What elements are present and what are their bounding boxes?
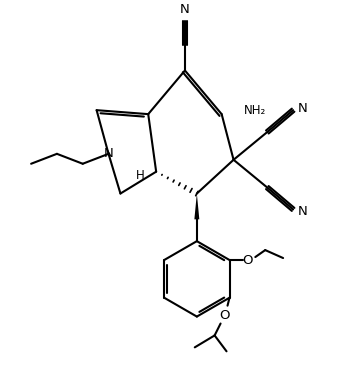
Text: NH₂: NH₂ (244, 103, 266, 117)
Text: N: N (104, 147, 113, 160)
Text: N: N (180, 3, 190, 16)
Text: N: N (298, 205, 308, 218)
Text: N: N (298, 102, 308, 115)
Text: O: O (219, 309, 230, 322)
Text: H: H (136, 169, 144, 182)
Text: O: O (242, 254, 253, 267)
Polygon shape (194, 194, 199, 220)
